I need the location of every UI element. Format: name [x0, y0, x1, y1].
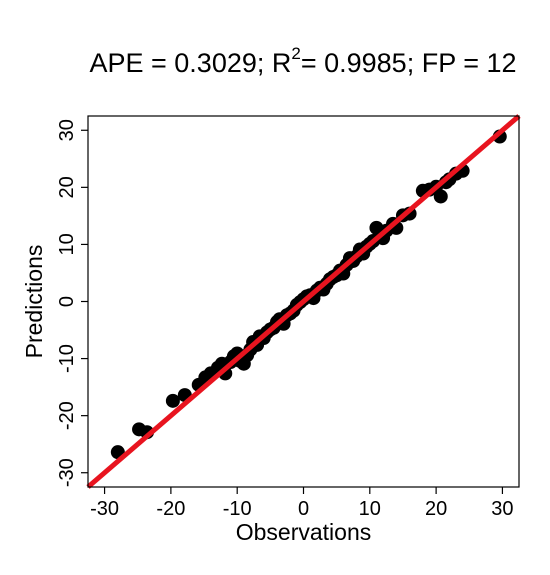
x-tick-label: -30: [90, 498, 119, 520]
x-axis: -30 -20 -10 0 10 20 30: [90, 487, 514, 520]
x-tick-label: 10: [359, 498, 381, 520]
x-tick-label: -20: [156, 498, 185, 520]
chart-title: APE = 0.3029; R2= 0.9985; FP = 12: [89, 44, 516, 78]
reference-line-group: [86, 114, 521, 489]
y-tick-label: 20: [56, 176, 78, 198]
data-point: [165, 393, 180, 408]
y-axis-title: Predictions: [21, 245, 47, 359]
x-axis-title: Observations: [236, 519, 372, 545]
x-tick-label: 20: [425, 498, 447, 520]
y-tick-label: 0: [56, 296, 78, 307]
reference-line: [86, 114, 521, 489]
y-tick-label: -10: [56, 344, 78, 373]
x-tick-label: -10: [223, 498, 252, 520]
y-tick-label: -20: [56, 401, 78, 430]
y-axis: -30 -20 -10 0 10 20 30: [56, 119, 88, 487]
x-tick-label: 30: [491, 498, 513, 520]
y-tick-label: -30: [56, 458, 78, 487]
x-tick-label: 0: [298, 498, 309, 520]
y-tick-label: 30: [56, 119, 78, 141]
data-point: [433, 189, 448, 204]
y-tick-label: 10: [56, 233, 78, 255]
